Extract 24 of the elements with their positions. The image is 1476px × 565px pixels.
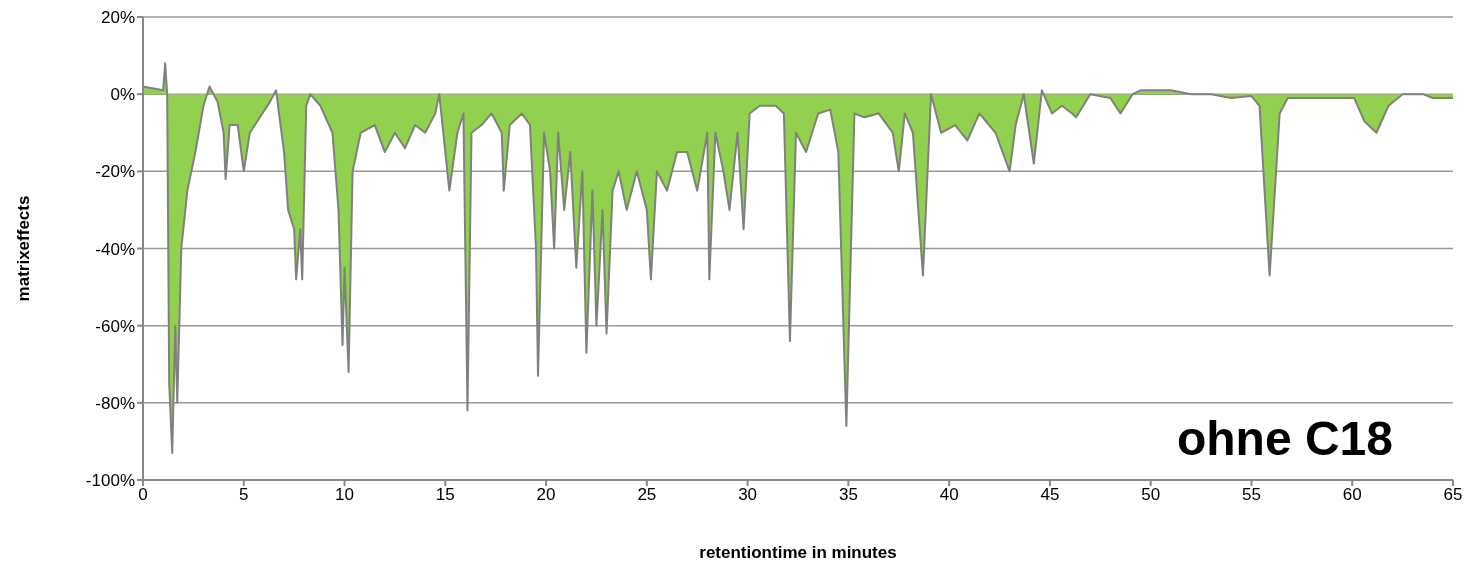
- x-tick-label: 25: [637, 485, 657, 505]
- x-tick-label: 65: [1443, 485, 1463, 505]
- x-tick-label: 10: [335, 485, 354, 505]
- x-tick-label: 45: [1040, 485, 1060, 505]
- annotation: ohne C18: [1176, 411, 1393, 466]
- x-axis-title: retentiontime in minutes: [699, 543, 897, 562]
- y-axis-title: matrixeffects: [14, 195, 34, 302]
- y-tick-label: -40%: [95, 239, 135, 259]
- y-tick-label: -80%: [95, 393, 135, 413]
- x-tick-label: 35: [838, 485, 858, 505]
- y-tick-label: -100%: [85, 471, 135, 491]
- x-tick-label: 5: [239, 485, 249, 505]
- y-tick-label: 0%: [110, 85, 135, 105]
- x-tick-label: 50: [1141, 485, 1161, 505]
- x-tick-label: 55: [1242, 485, 1261, 505]
- x-tick-label: 40: [939, 485, 959, 505]
- y-tick-label: -20%: [95, 162, 135, 182]
- x-tick-label: 0: [138, 485, 148, 505]
- y-tick-label: 20%: [100, 8, 135, 28]
- x-tick-label: 60: [1342, 485, 1362, 505]
- x-tick-label: 15: [435, 485, 455, 505]
- x-tick-label: 20: [536, 485, 556, 505]
- x-tick-label: 30: [738, 485, 758, 505]
- y-tick-label: -60%: [95, 316, 135, 336]
